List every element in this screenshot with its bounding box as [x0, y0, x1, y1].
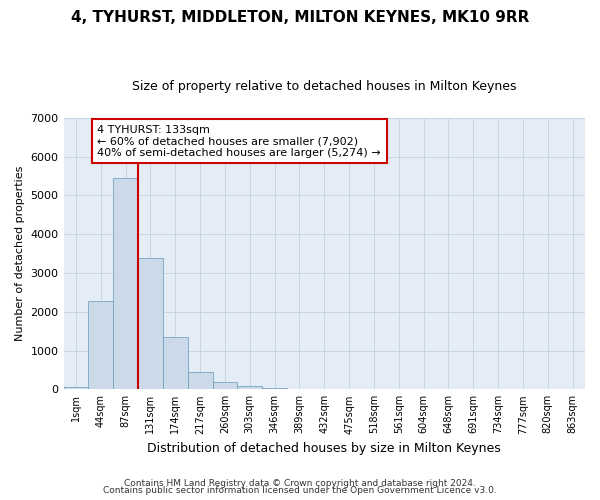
Bar	[212, 382, 238, 390]
Text: Contains public sector information licensed under the Open Government Licence v3: Contains public sector information licen…	[103, 486, 497, 495]
Text: 4 TYHURST: 133sqm
← 60% of detached houses are smaller (7,902)
40% of semi-detac: 4 TYHURST: 133sqm ← 60% of detached hous…	[97, 124, 381, 158]
Title: Size of property relative to detached houses in Milton Keynes: Size of property relative to detached ho…	[132, 80, 517, 93]
Bar	[163, 338, 188, 390]
Y-axis label: Number of detached properties: Number of detached properties	[15, 166, 25, 341]
Bar	[64, 386, 88, 390]
Bar	[88, 302, 113, 390]
Text: Contains HM Land Registry data © Crown copyright and database right 2024.: Contains HM Land Registry data © Crown c…	[124, 478, 476, 488]
Bar	[113, 178, 138, 390]
Text: 4, TYHURST, MIDDLETON, MILTON KEYNES, MK10 9RR: 4, TYHURST, MIDDLETON, MILTON KEYNES, MK…	[71, 10, 529, 25]
X-axis label: Distribution of detached houses by size in Milton Keynes: Distribution of detached houses by size …	[148, 442, 501, 455]
Bar	[138, 258, 163, 390]
Bar	[262, 388, 287, 390]
Bar	[238, 386, 262, 390]
Bar	[188, 372, 212, 390]
